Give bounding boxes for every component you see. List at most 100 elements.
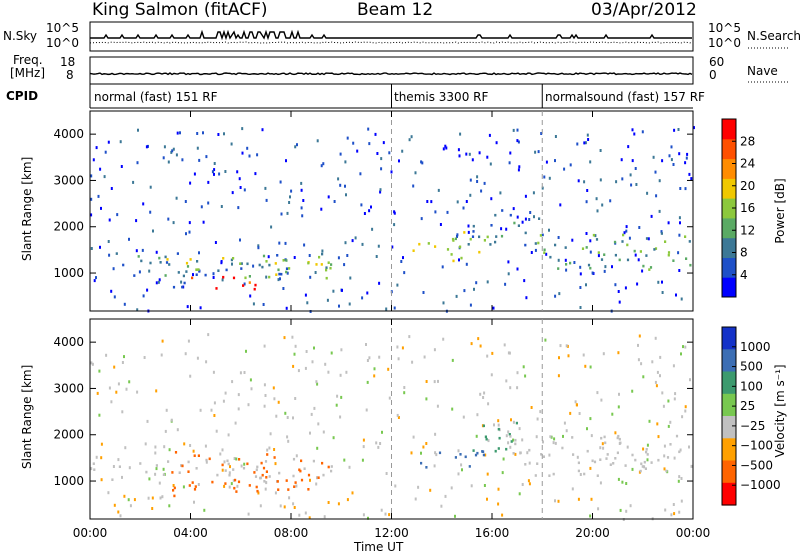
scatter-pixel [365,408,368,412]
colorbar-tick-label: 8 [740,246,748,260]
scatter-pixel [107,491,110,495]
scatter-pixel [138,270,141,274]
data-pixel [646,453,649,456]
scatter-pixel [604,265,607,269]
data-pixel [327,261,330,264]
scatter-pixel [654,380,657,384]
scatter-pixel [250,387,253,391]
scatter-pixel [662,404,665,408]
scatter-pixel [217,133,220,136]
data-pixel [195,467,198,470]
scatter-pixel [363,212,366,215]
data-pixel [548,474,551,477]
scatter-pixel [198,158,201,162]
scatter-pixel [469,178,472,182]
data-pixel [254,283,257,287]
data-pixel [472,230,475,233]
scatter-pixel [550,435,553,439]
scatter-pixel [684,187,687,191]
scatter-pixel [330,351,333,355]
scatter-pixel [326,298,329,302]
scatter-pixel [625,225,628,229]
scatter-pixel [631,389,634,393]
data-pixel [616,451,619,455]
scatter-pixel [351,239,354,243]
data-pixel [508,433,511,436]
data-pixel [258,263,261,267]
scatter-pixel [516,128,519,132]
data-pixel [181,464,184,468]
scatter-pixel [224,170,227,173]
scatter-pixel [497,487,500,491]
scatter-pixel [98,369,101,373]
data-pixel [115,252,118,255]
scatter-pixel [155,467,158,471]
scatter-pixel [354,236,357,240]
data-pixel [524,463,527,466]
scatter-pixel [229,465,231,469]
scatter-pixel [210,408,213,412]
data-pixel [538,217,541,220]
scatter-pixel [594,234,597,238]
scatter-pixel [112,465,115,468]
scatter-pixel [583,180,586,184]
y-tick-label: 4000 [53,127,84,141]
data-pixel [644,467,647,470]
scatter-pixel [343,263,346,267]
data-pixel [688,240,691,243]
scatter-pixel [532,191,535,195]
scatter-pixel [563,421,566,425]
scatter-pixel [420,451,422,455]
scatter-pixel [505,379,508,383]
scatter-pixel [397,357,400,361]
scatter-pixel [187,339,190,343]
scatter-pixel [213,414,216,417]
data-pixel [232,276,236,280]
data-pixel [624,464,627,467]
data-pixel [189,258,192,261]
scatter-pixel [516,386,519,390]
data-pixel [300,459,303,463]
scatter-pixel [573,261,576,264]
data-pixel [505,447,508,451]
scatter-pixel [367,127,370,131]
data-pixel [577,461,580,465]
colorbar-tick-label: 100 [740,379,763,393]
scatter-pixel [211,170,214,174]
data-pixel [235,490,238,493]
scatter-pixel [400,260,403,263]
data-pixel [183,281,186,285]
scatter-pixel [160,353,163,357]
scatter-pixel [277,400,280,404]
data-pixel [255,468,258,472]
data-pixel [564,246,567,249]
data-pixel [583,472,586,476]
data-pixel [474,453,478,457]
x-tick-label: 08:00 [274,526,309,540]
scatter-pixel [396,413,399,417]
scatter-pixel [375,441,378,445]
scatter-pixel [110,289,113,293]
scatter-pixel [298,513,301,517]
data-pixel [222,275,225,279]
scatter-pixel [680,297,683,301]
scatter-pixel [170,150,173,154]
scatter-pixel [254,172,257,176]
data-pixel [645,254,648,257]
scatter-pixel [543,175,546,179]
scatter-pixel [442,337,445,341]
data-pixel [581,247,585,250]
colorbar-tick-label: −25 [740,419,765,433]
scatter-pixel [239,238,241,242]
data-pixel [464,455,467,459]
scatter-pixel [274,491,277,495]
scatter-pixel [146,419,149,423]
scatter-pixel [640,362,643,366]
scatter-pixel [302,199,305,202]
scatter-pixel [145,145,148,149]
data-pixel [238,458,241,461]
scatter-pixel [516,215,519,219]
scatter-pixel [385,472,388,475]
data-pixel [227,462,230,466]
beam-title: Beam 12 [357,0,434,20]
